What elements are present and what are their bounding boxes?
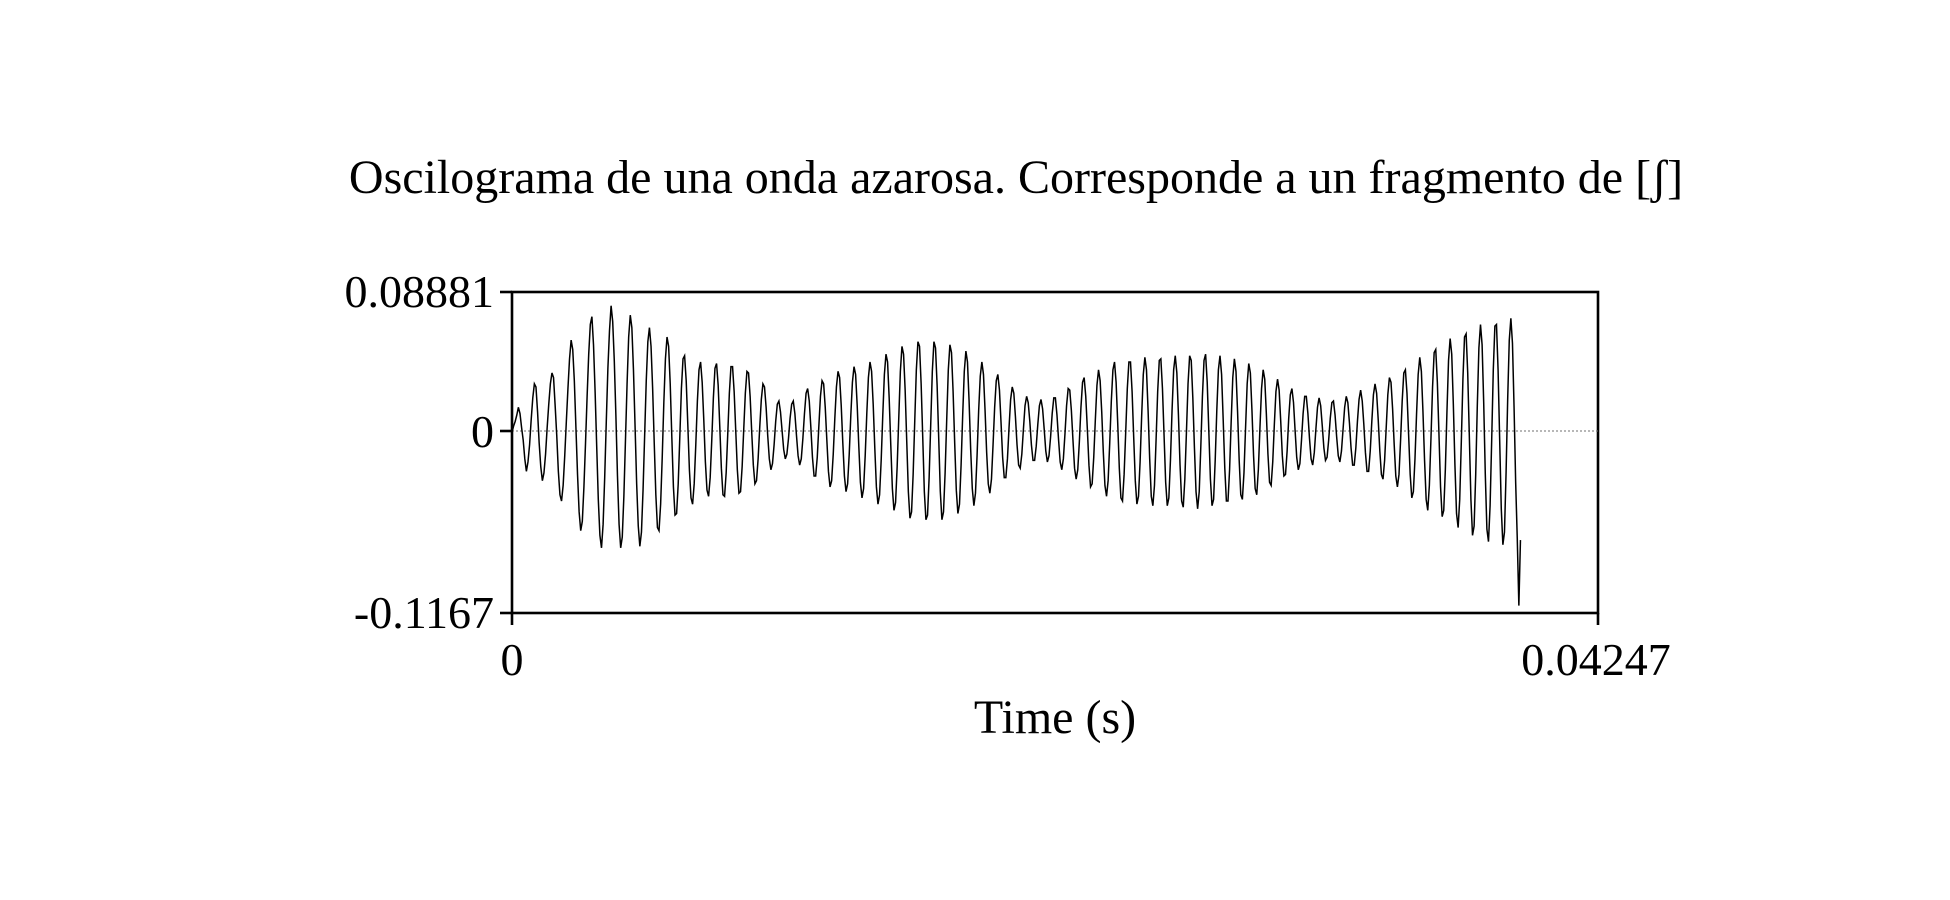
y-tick-label-min: -0.1167 [354, 587, 494, 638]
chart-title: Oscilograma de una onda azarosa. Corresp… [349, 151, 1683, 204]
waveform-line [511, 305, 1522, 606]
y-axis: 0.08881 0 -0.1167 [345, 266, 512, 638]
x-tick-label-start: 0 [501, 634, 524, 685]
y-tick-label-max: 0.08881 [345, 266, 495, 317]
y-tick-label-zero: 0 [471, 406, 494, 457]
x-axis: 0 0.04247 Time (s) [501, 613, 1671, 744]
plot-frame [510, 290, 1600, 615]
x-axis-label: Time (s) [974, 691, 1136, 744]
x-tick-label-end: 0.04247 [1521, 634, 1671, 685]
